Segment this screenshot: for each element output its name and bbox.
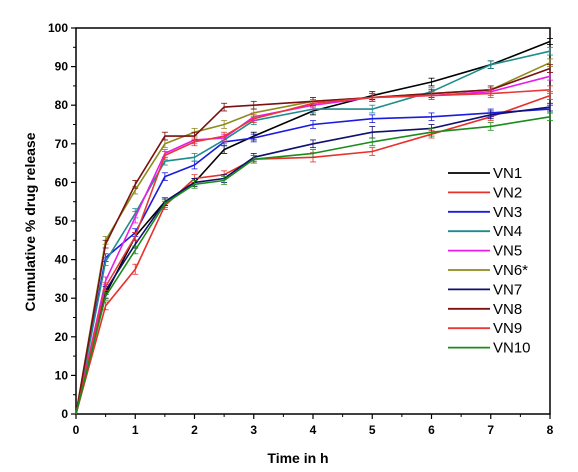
- legend-label: VN10: [493, 340, 531, 357]
- x-tick-label: 7: [487, 423, 494, 437]
- y-axis-title: Cumulative % drug release: [22, 132, 38, 311]
- x-tick-label: 5: [369, 423, 376, 437]
- legend-label: VN3: [493, 204, 522, 221]
- series-line: [75, 50, 551, 415]
- legend-label: VN4: [493, 223, 522, 240]
- legend-label: VN1: [493, 165, 522, 182]
- legend-label: VN5: [493, 243, 522, 260]
- legend-label: VN8: [493, 301, 522, 318]
- x-tick-label: 1: [132, 423, 139, 437]
- series-line: [75, 108, 551, 415]
- series-layer: [75, 38, 553, 415]
- y-tick-label: 10: [55, 368, 69, 382]
- series-vn9: [75, 85, 553, 415]
- x-tick-label: 4: [310, 423, 317, 437]
- x-tick-label: 3: [250, 423, 257, 437]
- legend-label: VN9: [493, 320, 522, 337]
- x-tick-label: 8: [547, 423, 554, 437]
- legend-label: VN6*: [493, 262, 528, 279]
- y-tick-label: 0: [61, 407, 68, 421]
- legend-label: VN7: [493, 281, 522, 298]
- x-tick-label: 0: [73, 423, 80, 437]
- y-tick-label: 90: [55, 60, 69, 74]
- y-tick-label: 60: [55, 175, 69, 189]
- x-tick-label: 6: [428, 423, 435, 437]
- legend-label: VN2: [493, 184, 522, 201]
- y-tick-label: 30: [55, 291, 69, 305]
- series-line: [75, 116, 551, 415]
- y-tick-label: 20: [55, 330, 69, 344]
- x-axis-ticks: 0 1 2 3 4 5 6 7 8: [73, 414, 554, 437]
- series-vn10: [75, 112, 553, 415]
- y-tick-label: 50: [55, 214, 69, 228]
- y-axis-ticks: 0 10 20 30 40 50 60 70 80 90 100: [48, 21, 76, 421]
- x-axis-title: Time in h: [267, 450, 328, 466]
- series-line: [75, 89, 551, 415]
- x-tick-label: 2: [191, 423, 198, 437]
- y-tick-label: 100: [48, 21, 68, 35]
- y-tick-label: 80: [55, 98, 69, 112]
- y-tick-label: 40: [55, 253, 69, 267]
- series-line: [75, 67, 551, 415]
- y-tick-label: 70: [55, 137, 69, 151]
- series-line: [75, 106, 551, 415]
- legend: VN1 VN2 VN3 VN4 VN5 VN6* VN7 VN8 VN9 VN10: [448, 165, 531, 357]
